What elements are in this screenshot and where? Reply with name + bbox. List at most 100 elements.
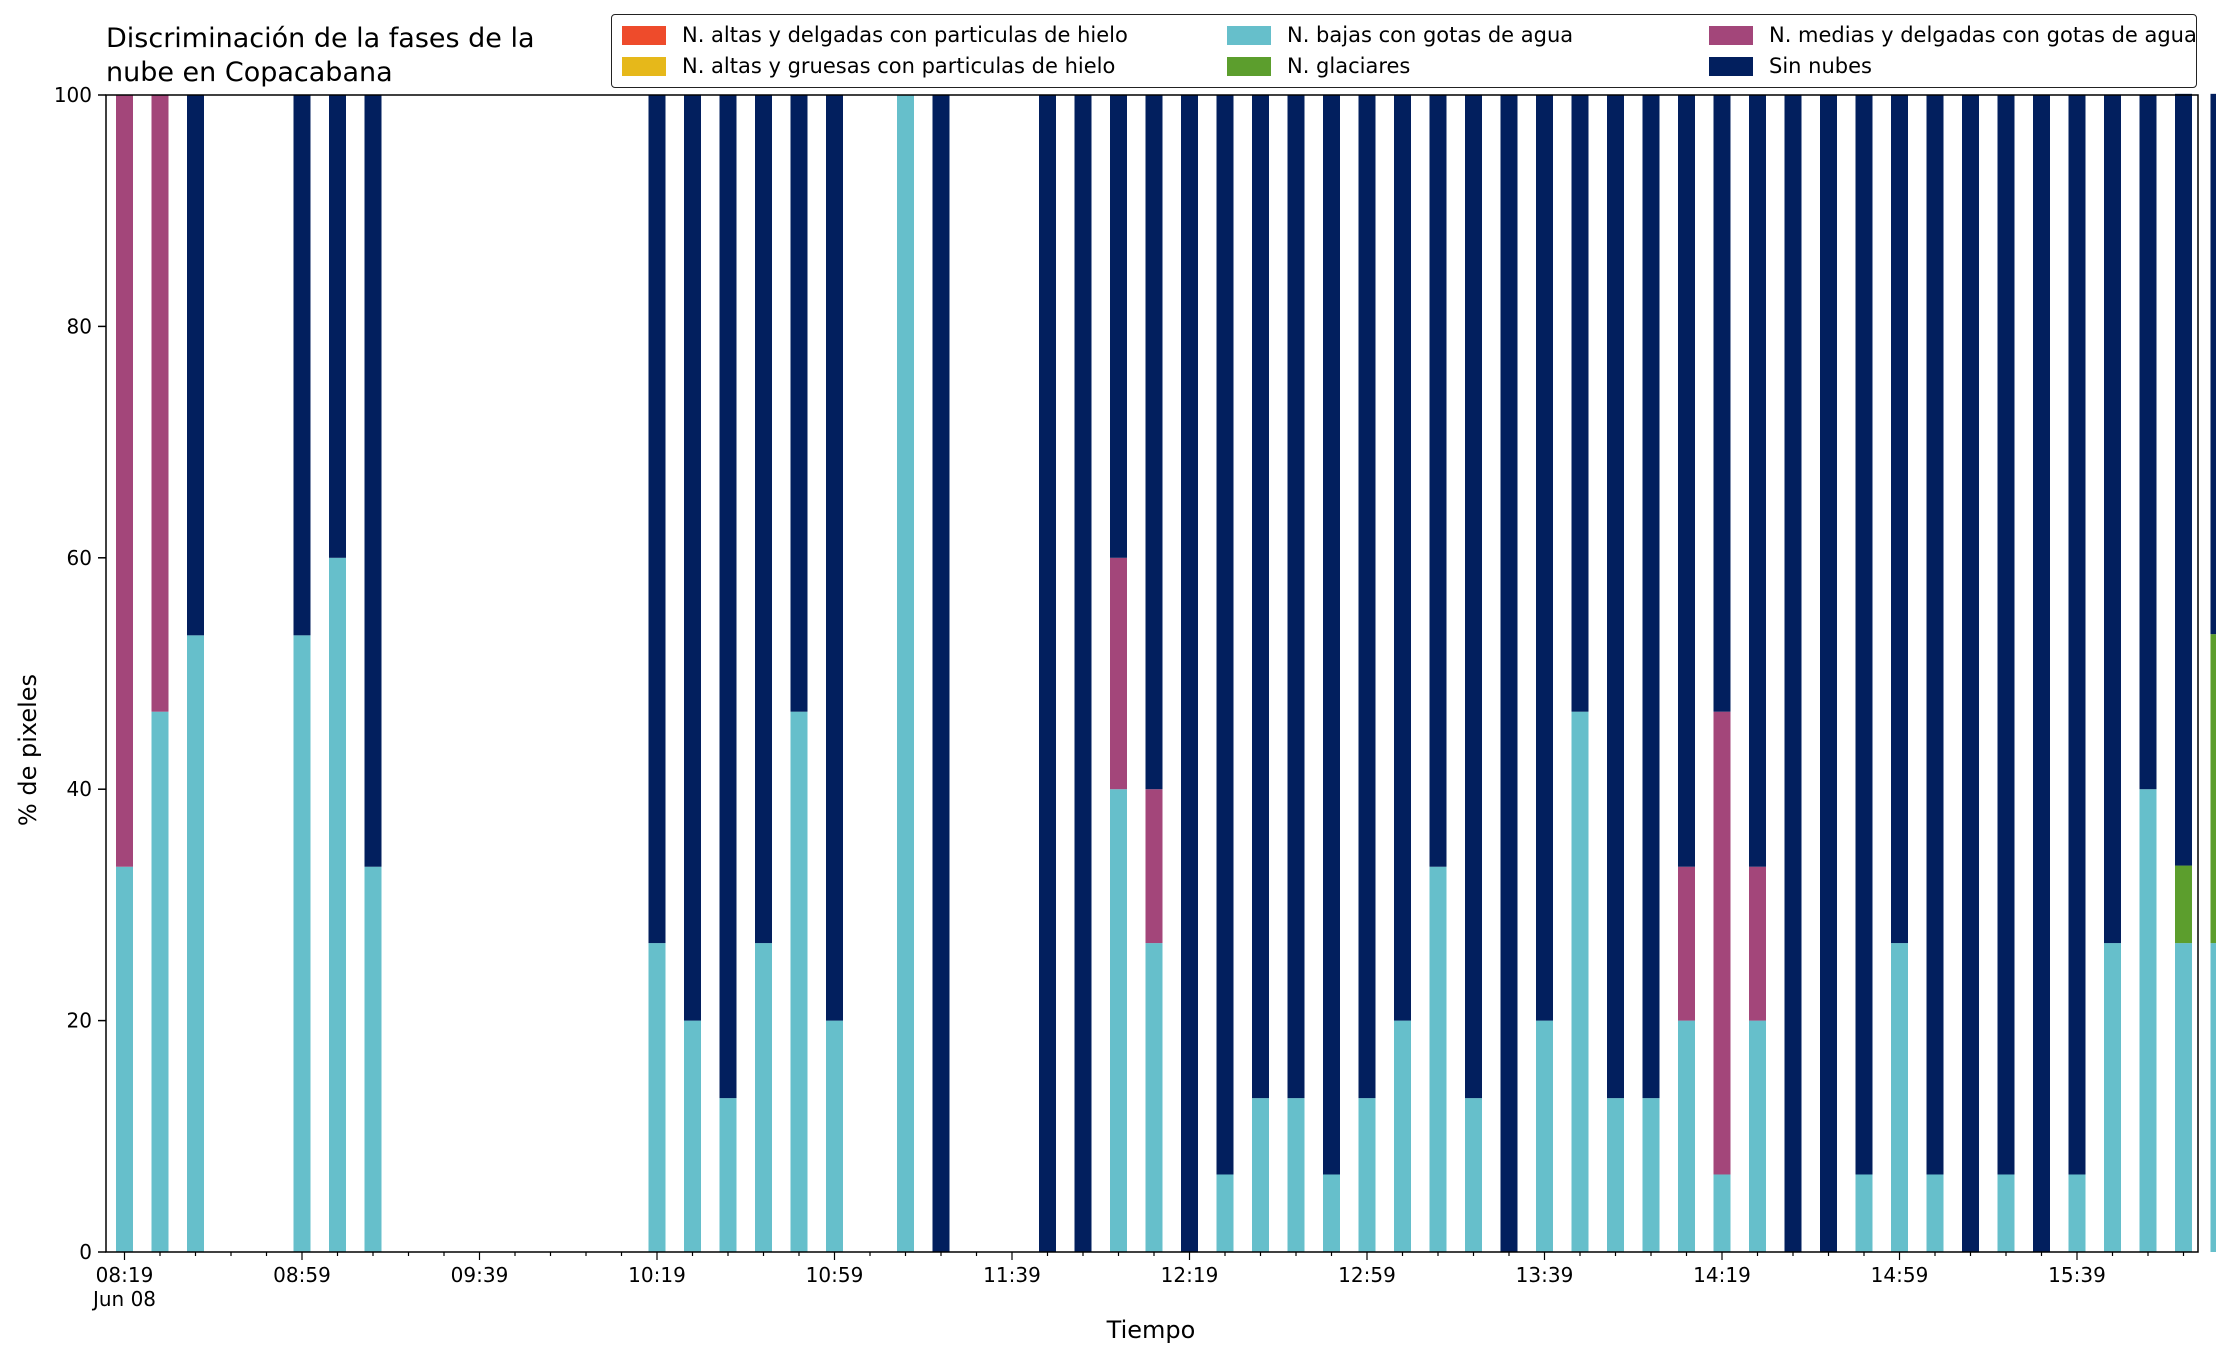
legend-swatch — [1709, 25, 1753, 45]
legend-label: N. altas y delgadas con particulas de hi… — [682, 23, 1128, 47]
bar-segment — [1323, 95, 1340, 1175]
bar-segment — [1749, 95, 1766, 867]
bar-segment — [1323, 1174, 1340, 1252]
bar-segment — [790, 711, 808, 1252]
bar-segment — [2210, 634, 2216, 944]
y-tick-label: 20 — [67, 1009, 92, 1033]
bar-segment — [2175, 93, 2192, 866]
bar-segment — [1216, 1174, 1234, 1252]
bar-segment — [1074, 95, 1092, 1252]
bars-layer — [116, 93, 2216, 1252]
bar-segment — [719, 95, 737, 1099]
bar-segment — [329, 95, 346, 558]
x-tick-label: 12:59 — [1338, 1263, 1396, 1287]
legend-item: N. altas y delgadas con particulas de hi… — [622, 23, 1128, 47]
bar-segment — [932, 95, 950, 1252]
bar-segment — [1855, 1174, 1873, 1252]
bar-segment — [1145, 943, 1163, 1252]
bar-segment — [364, 95, 382, 867]
y-tick-label: 40 — [67, 777, 92, 801]
x-tick-sublabel: Jun 08 — [91, 1287, 156, 1311]
legend-item: N. glaciares — [1227, 54, 1410, 78]
bar-segment — [1571, 95, 1589, 712]
bar-segment — [364, 866, 382, 1252]
y-tick-label: 100 — [54, 83, 92, 107]
x-axis: 08:19 08:59 09:39 10:19 10:59 11:39 12:19 12:59… — [91, 1252, 2185, 1311]
bar-segment — [1287, 95, 1305, 1099]
bar-segment — [826, 95, 843, 1021]
bar-segment — [648, 95, 666, 944]
bar-segment — [1145, 789, 1163, 944]
x-tick-label: 08:59 — [273, 1263, 331, 1287]
bar-segment — [1429, 866, 1447, 1252]
x-tick-label: 09:39 — [451, 1263, 509, 1287]
y-tick-label: 0 — [79, 1240, 92, 1264]
bar-segment — [1678, 95, 1695, 867]
bar-segment — [755, 95, 772, 944]
legend-item: N. bajas con gotas de agua — [1227, 23, 1573, 47]
legend-swatch — [622, 25, 666, 45]
bar-segment — [2104, 943, 2121, 1252]
bar-segment — [826, 1020, 843, 1252]
bar-segment — [1607, 95, 1624, 1099]
legend-item: Sin nubes — [1709, 54, 1872, 78]
bar-segment — [1713, 95, 1731, 712]
legend-label: N. altas y gruesas con particulas de hie… — [682, 54, 1116, 78]
bar-segment — [2210, 93, 2216, 635]
bar-segment — [1678, 1020, 1695, 1252]
legend-item: N. medias y delgadas con gotas de agua — [1709, 23, 2197, 47]
legend-label: N. glaciares — [1287, 54, 1411, 78]
bar-segment — [1678, 866, 1695, 1021]
bar-segment — [1926, 1174, 1944, 1252]
bar-segment — [897, 95, 914, 1252]
bar-segment — [151, 711, 169, 1252]
bar-segment — [1358, 1098, 1376, 1252]
bar-segment — [293, 635, 311, 1252]
legend-label: N. medias y delgadas con gotas de agua — [1769, 23, 2197, 47]
bar-segment — [1145, 95, 1163, 790]
chart-title: Discriminación de la fases de la nube en… — [106, 23, 535, 88]
bar-segment — [1252, 1098, 1269, 1252]
y-tick-label: 80 — [67, 314, 92, 338]
bar-segment — [1429, 95, 1447, 867]
bar-segment — [2068, 95, 2086, 1175]
bar-segment — [1926, 95, 1944, 1175]
bar-segment — [293, 95, 311, 636]
bar-segment — [187, 635, 204, 1252]
bar-segment — [1110, 95, 1127, 558]
bar-segment — [1536, 1020, 1553, 1252]
legend: N. altas y delgadas con particulas de hi… — [611, 14, 2197, 88]
bar-segment — [684, 1020, 701, 1252]
x-tick-label: 08:19 — [96, 1263, 154, 1287]
x-tick-label: 13:39 — [1516, 1263, 1574, 1287]
bar-segment — [684, 95, 701, 1021]
legend-swatch — [622, 56, 666, 76]
bar-segment — [1642, 95, 1660, 1099]
bar-segment — [1252, 95, 1269, 1099]
bar-segment — [755, 943, 772, 1252]
bar-segment — [187, 95, 204, 636]
y-tick-label: 60 — [67, 546, 92, 570]
legend-item: N. altas y gruesas con particulas de hie… — [622, 54, 1115, 78]
bar-segment — [1997, 95, 2015, 1175]
bar-segment — [2175, 943, 2192, 1252]
bar-segment — [1642, 1098, 1660, 1252]
legend-swatch — [1709, 56, 1753, 76]
bar-segment — [1891, 95, 1908, 944]
legend-label: N. bajas con gotas de agua — [1287, 23, 1574, 47]
bar-segment — [116, 866, 133, 1252]
legend-label: Sin nubes — [1769, 54, 1872, 78]
bar-segment — [2104, 95, 2121, 944]
y-axis: 0 20 40 60 80 100 — [54, 83, 106, 1264]
bar-segment — [1536, 95, 1553, 1021]
x-tick-label: 15:39 — [2048, 1263, 2106, 1287]
bar-segment — [1891, 943, 1908, 1252]
bar-segment — [1358, 95, 1376, 1099]
bar-segment — [116, 95, 133, 867]
plot-frame — [105, 94, 2199, 1253]
x-tick-label: 14:19 — [1693, 1263, 1751, 1287]
bar-segment — [1749, 1020, 1766, 1252]
bar-segment — [1713, 711, 1731, 1175]
bar-segment — [2033, 95, 2050, 1252]
